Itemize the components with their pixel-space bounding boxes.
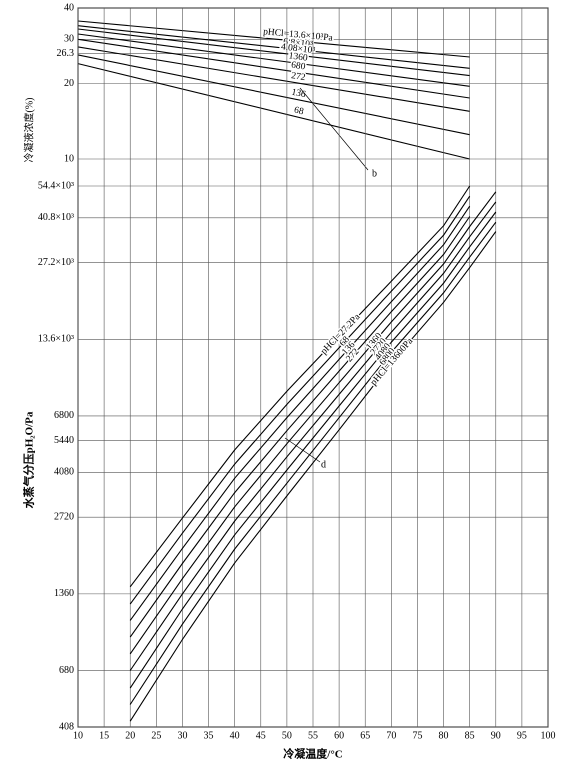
curve: [77, 54, 470, 136]
x-tick-label: 35: [204, 730, 214, 741]
curve: [129, 191, 497, 655]
curve: [77, 63, 470, 160]
x-tick-label: 75: [412, 730, 422, 741]
curve: [129, 201, 497, 671]
y-tick-label: 20: [64, 78, 74, 89]
top-y-label: 冷凝液浓度(%): [22, 98, 35, 163]
y-tick-label: 408: [59, 721, 74, 732]
y-tick-label: 2720: [54, 512, 74, 523]
curve: [77, 25, 470, 69]
x-tick-label: 30: [177, 730, 187, 741]
y-tick-label: 40: [64, 2, 74, 13]
series-label: 68: [293, 105, 305, 117]
x-tick-label: 70: [386, 730, 396, 741]
x-tick-label: 90: [491, 730, 501, 741]
y-tick-label: 680: [59, 665, 74, 676]
y-tick-label: 10: [64, 153, 74, 164]
curve: [129, 216, 471, 638]
y-tick-label: 26.3: [57, 48, 75, 59]
x-tick-label: 25: [151, 730, 161, 741]
y-tick-label: 54.4×10³: [38, 180, 74, 191]
curve: [129, 185, 471, 588]
x-tick-label: 85: [465, 730, 475, 741]
x-tick-label: 50: [282, 730, 292, 741]
y-tick-label: 1360: [54, 588, 74, 599]
curve: [129, 205, 471, 621]
curve: [77, 46, 470, 112]
annotation: b: [372, 168, 377, 179]
curve: [77, 38, 470, 99]
curve: [129, 221, 497, 705]
y-tick-label: 6800: [54, 410, 74, 421]
y-tick-label: 4080: [54, 467, 74, 478]
bottom-y-label: 水蒸气分压pH₂O/Pa: [22, 411, 36, 508]
curve: [129, 231, 497, 722]
x-tick-label: 15: [99, 730, 109, 741]
curve: [129, 211, 497, 689]
curve: [77, 28, 470, 77]
x-tick-label: 60: [334, 730, 344, 741]
curve: [77, 33, 470, 87]
x-tick-label: 45: [256, 730, 266, 741]
leader-line: [284, 437, 321, 463]
x-tick-label: 55: [308, 730, 318, 741]
series-label: 136: [291, 88, 307, 101]
x-tick-label: 40: [230, 730, 240, 741]
x-tick-label: 65: [360, 730, 370, 741]
curve: [77, 20, 470, 58]
x-tick-label: 10: [73, 730, 83, 741]
x-tick-label: 95: [517, 730, 527, 741]
y-tick-label: 27.2×10³: [38, 257, 74, 268]
series-label: 272: [290, 71, 306, 83]
series-label: 6.8×10³: [283, 37, 314, 50]
y-tick-label: 30: [64, 34, 74, 45]
x-tick-label: 100: [541, 730, 556, 741]
y-tick-label: 5440: [54, 435, 74, 446]
leader-line: [299, 87, 369, 171]
series-label: 1360: [288, 51, 308, 63]
annotation: d: [321, 459, 326, 470]
x-axis-label: 冷凝温度/°C: [283, 747, 342, 761]
y-tick-label: 40.8×10³: [38, 212, 74, 223]
x-tick-label: 20: [125, 730, 135, 741]
curve: [129, 195, 471, 605]
x-tick-label: 80: [439, 730, 449, 741]
series-label: 680: [290, 60, 306, 72]
y-tick-label: 13.6×10³: [38, 334, 74, 345]
